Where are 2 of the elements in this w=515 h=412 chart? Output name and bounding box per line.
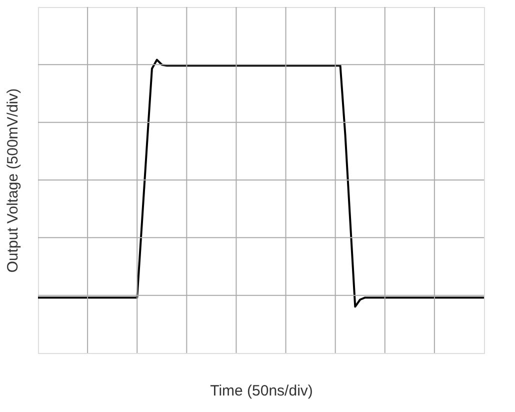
- y-axis-title: Output Voltage (500mV/div): [4, 88, 22, 273]
- x-axis-title: Time (50ns/div): [210, 382, 313, 400]
